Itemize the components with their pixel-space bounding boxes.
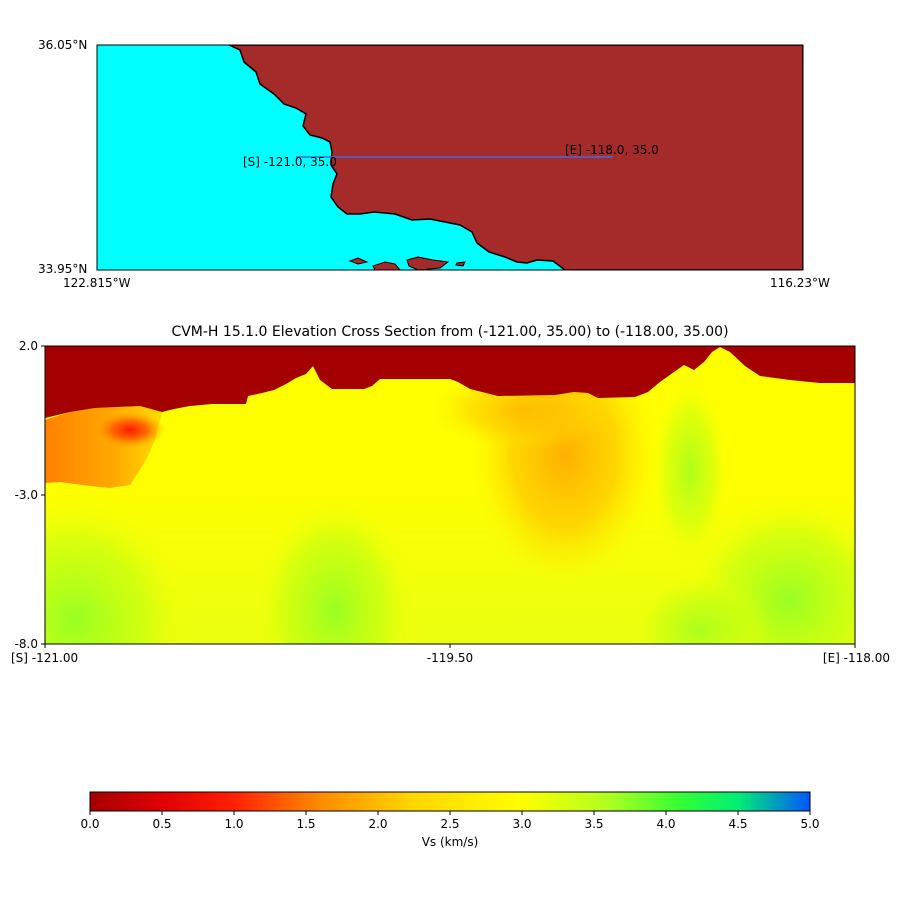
island-4 [455,261,466,267]
start-point-label: [S] -121.0, 35.0 [243,155,337,169]
map-lat-bottom-label: 33.95°N [38,262,88,276]
island-2 [372,261,401,270]
green-anomaly-5 [630,570,770,644]
colorbar-tick-label: 4.0 [656,817,676,831]
green-anomaly-3 [650,375,730,565]
colorbar-tick-label: 1.0 [224,817,244,831]
colorbar-tick-label: 3.0 [512,817,532,831]
green-anomaly-1 [45,490,195,644]
chart-title: CVM-H 15.1.0 Elevation Cross Section fro… [171,324,729,340]
island-1 [348,257,369,265]
y-tick-label-mid: -3.0 [14,488,38,502]
map-lat-top-label: 36.05°N [38,38,88,52]
colorbar-ticks [89,811,811,815]
x-tick-label-mid: -119.50 [426,651,474,665]
cross-section-ticks [41,345,856,648]
x-tick-label-start: [S] -121.00 [11,651,79,665]
colorbar-tick-label: 4.5 [728,817,748,831]
colorbar-tick-label: 0.0 [80,817,100,831]
map-lon-right-label: 116.23°W [770,276,830,290]
colorbar-tick-label: 2.5 [440,817,460,831]
colorbar-tick-label: 5.0 [800,817,820,831]
x-tick-label-end: [E] -118.00 [822,651,890,665]
colorbar [89,791,811,812]
above-surface-area [45,346,855,418]
green-anomaly-2 [250,490,420,644]
location-map [97,45,803,270]
colorbar-tick-label: 3.5 [584,817,604,831]
y-tick-label-top: 2.0 [18,339,38,353]
island-3 [406,256,450,270]
end-point-label: [E] -118.0, 35.0 [565,143,659,157]
map-lon-left-label: 122.815°W [63,276,131,290]
colorbar-tick-label: 1.5 [296,817,316,831]
low-velocity-core [95,412,165,448]
colorbar-tick-label: 0.5 [152,817,172,831]
colorbar-tick-label: 2.0 [368,817,388,831]
cross-section-heatmap [45,346,855,644]
map-frame [96,44,804,271]
y-tick-label-bottom: -8.0 [14,637,38,651]
colorbar-label: Vs (km/s) [421,835,479,849]
